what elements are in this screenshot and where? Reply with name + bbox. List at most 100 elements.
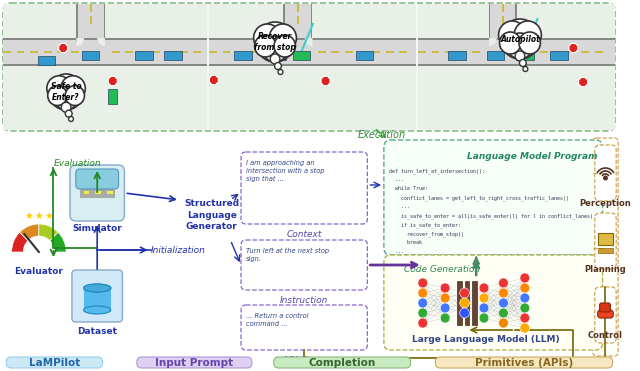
Circle shape xyxy=(68,116,74,121)
FancyBboxPatch shape xyxy=(435,357,612,368)
Bar xyxy=(540,51,548,53)
Text: Simulator: Simulator xyxy=(72,223,122,233)
Circle shape xyxy=(520,293,530,303)
Bar xyxy=(209,38,416,40)
Ellipse shape xyxy=(84,284,111,292)
Text: Planning: Planning xyxy=(584,266,627,275)
Bar xyxy=(459,51,467,53)
Bar xyxy=(30,51,38,53)
Bar xyxy=(297,4,300,12)
Circle shape xyxy=(61,76,85,101)
Circle shape xyxy=(253,24,281,52)
Bar xyxy=(284,4,312,42)
Wedge shape xyxy=(50,232,66,252)
Bar xyxy=(90,16,92,24)
Bar xyxy=(95,191,101,194)
FancyBboxPatch shape xyxy=(593,138,618,356)
Bar xyxy=(448,50,465,59)
Bar xyxy=(527,51,534,53)
Text: Initialization: Initialization xyxy=(150,246,205,255)
Bar xyxy=(3,38,207,40)
Circle shape xyxy=(520,59,526,66)
Text: Code Generation: Code Generation xyxy=(404,265,480,274)
Text: Context: Context xyxy=(287,230,322,239)
Text: Language Model Program: Language Model Program xyxy=(467,152,598,161)
Text: LaMPilot: LaMPilot xyxy=(29,358,80,368)
Text: Structured
Language
Generator: Structured Language Generator xyxy=(184,199,239,231)
Bar xyxy=(139,51,147,53)
Circle shape xyxy=(270,54,280,64)
Bar xyxy=(82,50,99,59)
FancyBboxPatch shape xyxy=(241,240,367,290)
Bar xyxy=(80,188,115,198)
Text: Instruction: Instruction xyxy=(280,296,328,305)
Bar xyxy=(264,51,271,53)
Bar xyxy=(445,51,453,53)
Text: Control: Control xyxy=(588,331,623,339)
Text: ...: ... xyxy=(388,177,404,182)
Text: Recover
from stop: Recover from stop xyxy=(254,32,296,52)
Bar xyxy=(209,38,416,66)
Circle shape xyxy=(520,273,530,283)
Wedge shape xyxy=(76,38,84,46)
Circle shape xyxy=(508,33,532,59)
Bar xyxy=(595,51,603,53)
Bar xyxy=(358,51,366,53)
Bar xyxy=(107,191,113,194)
Text: Dataset: Dataset xyxy=(77,328,117,336)
Text: conflict_lanes = get_left_to_right_cross_traffic_lanes(): conflict_lanes = get_left_to_right_cross… xyxy=(388,195,569,201)
Circle shape xyxy=(500,32,521,54)
Bar xyxy=(38,56,56,65)
Circle shape xyxy=(269,24,296,52)
Bar xyxy=(193,51,201,53)
Circle shape xyxy=(499,298,508,308)
Bar xyxy=(223,51,230,53)
Text: Large Language Model (LLM): Large Language Model (LLM) xyxy=(412,335,560,344)
Circle shape xyxy=(523,66,528,72)
Ellipse shape xyxy=(84,284,111,292)
Bar xyxy=(250,51,257,53)
Bar xyxy=(297,16,300,24)
Circle shape xyxy=(520,283,530,293)
Bar xyxy=(581,51,589,53)
Circle shape xyxy=(418,278,428,288)
Bar xyxy=(209,64,416,66)
Circle shape xyxy=(418,308,428,318)
Wedge shape xyxy=(489,38,497,46)
FancyBboxPatch shape xyxy=(384,140,603,255)
Circle shape xyxy=(65,110,72,117)
FancyBboxPatch shape xyxy=(3,4,207,130)
Wedge shape xyxy=(509,38,516,46)
Bar xyxy=(84,288,111,310)
Circle shape xyxy=(499,318,508,328)
Circle shape xyxy=(49,74,84,110)
Circle shape xyxy=(520,313,530,323)
Text: break: break xyxy=(388,240,422,245)
Circle shape xyxy=(255,35,276,57)
Circle shape xyxy=(278,69,283,75)
Text: Primitives (APIs): Primitives (APIs) xyxy=(475,358,573,368)
Circle shape xyxy=(500,19,540,59)
Text: if is_safe_to_enter:: if is_safe_to_enter: xyxy=(388,222,461,227)
Wedge shape xyxy=(20,224,39,241)
Circle shape xyxy=(48,86,67,105)
Wedge shape xyxy=(284,38,291,46)
Circle shape xyxy=(515,51,525,61)
Circle shape xyxy=(499,288,508,298)
Circle shape xyxy=(440,293,450,303)
Bar xyxy=(125,51,133,53)
Bar xyxy=(152,51,161,53)
Bar xyxy=(76,4,105,42)
Circle shape xyxy=(274,35,296,57)
Text: Turn left at the next stop
sign.: Turn left at the next stop sign. xyxy=(246,248,329,262)
FancyBboxPatch shape xyxy=(274,357,410,368)
Bar xyxy=(472,281,477,325)
Circle shape xyxy=(440,303,450,313)
Text: is_safe_to_enter = all(is_safe_enter(l) for l in conflict_lanes): is_safe_to_enter = all(is_safe_enter(l) … xyxy=(388,213,593,219)
Text: I am approaching an
intersection with a stop
sign that ...: I am approaching an intersection with a … xyxy=(246,160,324,182)
Circle shape xyxy=(418,298,428,308)
Bar xyxy=(58,51,65,53)
Circle shape xyxy=(418,318,428,328)
Text: Safe to
Enter?: Safe to Enter? xyxy=(51,82,81,102)
FancyBboxPatch shape xyxy=(70,165,124,221)
